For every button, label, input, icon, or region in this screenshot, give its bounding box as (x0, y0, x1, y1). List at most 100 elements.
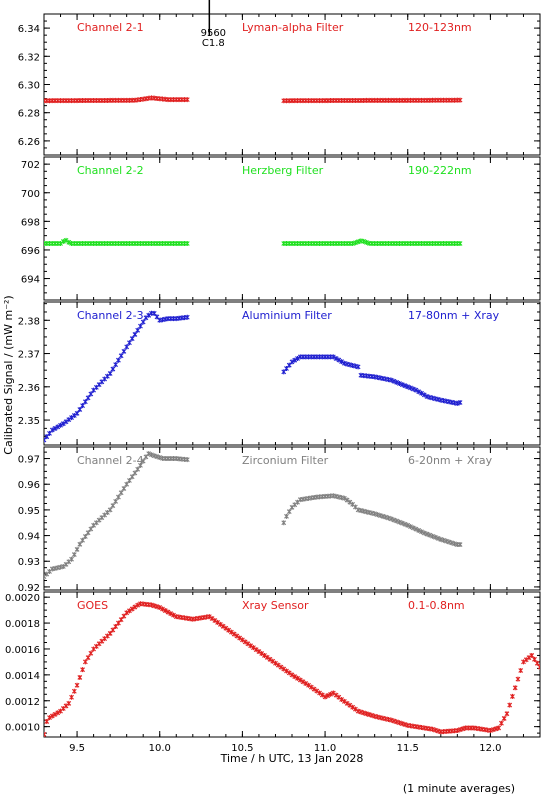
y-tick-label: 700 (21, 189, 40, 200)
data-point (74, 546, 80, 552)
data-point (421, 530, 427, 536)
data-point (184, 457, 190, 463)
data-point (413, 387, 419, 393)
data-point (529, 652, 535, 658)
data-point (532, 656, 537, 662)
data-point (289, 672, 295, 678)
data-point (121, 486, 127, 492)
data-point (55, 424, 61, 430)
data-point (457, 542, 463, 548)
data-point (534, 660, 540, 666)
data-point (127, 477, 132, 483)
data-point (242, 639, 248, 645)
data-point (58, 422, 63, 428)
data-point (262, 652, 267, 658)
panel-frame (43, 301, 541, 446)
panel-2: 694 696 698 700 702 Channel 2-2 Herzberg Filte… (21, 156, 541, 301)
data-point (394, 518, 400, 524)
data-point (259, 650, 265, 656)
data-point (140, 319, 146, 325)
data-point (347, 499, 353, 505)
panel-band-label: 190-222nm (408, 164, 472, 177)
panel-channel-label: Channel 2-3 (77, 309, 144, 322)
data-point (344, 700, 350, 706)
data-point (410, 386, 416, 392)
data-point (328, 691, 333, 697)
x-tick-label: 12.0 (479, 743, 501, 754)
panel-channel-label: Channel 2-4 (77, 454, 144, 467)
y-tick-label: 694 (21, 275, 40, 286)
data-point (402, 383, 408, 389)
data-point (352, 240, 358, 246)
data-point (322, 694, 328, 700)
data-point (295, 356, 300, 362)
data-point (71, 688, 77, 694)
data-point (421, 392, 427, 398)
data-point (284, 513, 289, 519)
panel-band-label: 0.1-0.8nm (408, 599, 465, 612)
data-point (284, 668, 289, 674)
data-point (394, 379, 400, 385)
y-tick-label: 0.93 (18, 557, 40, 568)
y-tick-label: 6.30 (18, 81, 40, 92)
data-point (292, 674, 298, 680)
data-point (267, 656, 273, 662)
data-point (504, 711, 510, 717)
data-point (341, 360, 347, 366)
data-point (416, 527, 422, 533)
data-point (149, 452, 154, 458)
data-point (253, 647, 259, 653)
data-point (157, 605, 163, 611)
data-point (206, 614, 212, 620)
data-point (397, 519, 402, 525)
data-point (88, 391, 94, 397)
data-point (336, 694, 342, 700)
data-point (355, 239, 361, 245)
data-point (47, 715, 52, 721)
data-point (82, 659, 88, 665)
data-point (333, 355, 339, 361)
data-point (496, 725, 502, 731)
y-tick-label: 2.36 (18, 383, 40, 394)
x-tick-label: 10.0 (149, 743, 171, 754)
data-point (220, 623, 226, 629)
data-point (138, 323, 143, 329)
data-point (160, 606, 165, 612)
data-point (435, 535, 441, 541)
y-tick-label: 6.34 (18, 24, 40, 35)
panel-band-label: 120-123nm (408, 21, 472, 34)
data-point (402, 521, 408, 527)
data-point (66, 239, 72, 245)
data-point (228, 629, 234, 635)
data-point (88, 650, 94, 656)
data-point (231, 631, 237, 637)
data-point (184, 241, 190, 247)
data-point (399, 520, 405, 526)
data-point (314, 688, 320, 694)
data-point (184, 97, 190, 103)
panel-channel-label: GOES (77, 599, 108, 612)
data-point (457, 97, 463, 103)
panel-filter-label: Herzberg Filter (242, 164, 324, 177)
data-point (118, 353, 124, 359)
data-point (71, 552, 77, 558)
x-tick-label: 11.5 (397, 743, 419, 754)
panel-frame (43, 446, 541, 591)
data-point (501, 715, 507, 721)
data-point (116, 357, 121, 363)
data-point (251, 645, 256, 651)
data-points (44, 95, 463, 104)
data-point (116, 494, 121, 500)
data-point (212, 617, 218, 623)
data-point (217, 621, 223, 627)
data-points (44, 237, 463, 247)
data-point (510, 693, 515, 699)
data-point (391, 378, 397, 384)
data-point (413, 526, 419, 532)
data-point (85, 530, 91, 536)
data-point (118, 490, 124, 496)
data-point (416, 389, 422, 395)
data-point (248, 643, 254, 649)
data-point (427, 532, 433, 538)
